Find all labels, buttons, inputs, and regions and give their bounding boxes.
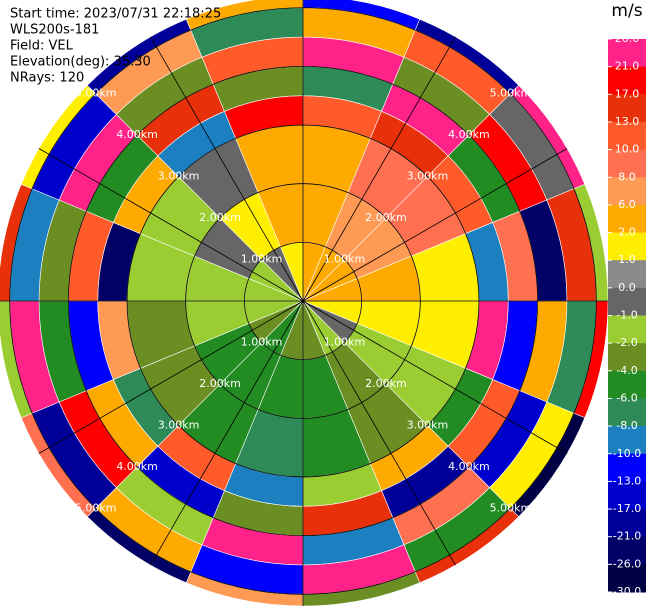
header-line: Start time: 2023/07/31 22:18:25 [10,7,221,22]
colorbar-segment [608,343,646,372]
range-ring-label: 3.00km [158,170,200,183]
header: Start time: 2023/07/31 22:18:25WLS200s-1… [10,7,221,86]
range-ring-label: 2.00km [199,377,241,390]
range-ring [67,65,539,537]
colorbar-segment [608,315,646,344]
colorbar-label: 1.0 [618,253,636,266]
colorbar-segment [608,287,646,316]
colorbar-segment [608,481,646,510]
range-ring-label: 3.00km [407,170,449,183]
colorbar-label: 21.0 [615,60,640,73]
colorbar-segment [608,509,646,538]
range-ring [243,241,363,361]
range-ring-label: 1.00km [324,335,366,348]
header-line: Field: VEL [10,39,74,54]
colorbar-segment [608,39,646,68]
overlay: 1.00km 1.00km 1.00km 1.00km 2.00km 2.00km 2.00… [0,0,608,606]
colorbar-segment [608,149,646,178]
azimuth-line [302,300,568,454]
colorbar: 26.0 21.0 17.0 13.0 10.0 8.0 6.0 2.0 1.0 0.0 -1.0 -… [608,32,646,598]
colorbar-label: 6.0 [618,198,636,211]
range-ring-label: 4.00km [448,460,490,473]
colorbar-label: 8.0 [618,170,636,183]
range-ring-label: 1.00km [324,253,366,266]
azimuth-line [302,148,568,302]
header-line: WLS200s-181 [10,23,99,38]
colorbar-segment [608,66,646,95]
colorbar-label: 17.0 [615,87,640,100]
azimuth-line [150,36,304,302]
colorbar-label: -1.0 [616,309,637,322]
colorbar-label: 0.0 [618,281,636,294]
colorbar-label: -4.0 [616,364,637,377]
colorbar-label: -13.0 [613,474,641,487]
azimuth-line [302,300,456,566]
colorbar-label: -8.0 [616,419,637,432]
colorbar-label: 2.0 [618,226,636,239]
colorbar-label: -21.0 [613,530,641,543]
colorbar-segment [608,121,646,151]
range-ring-label: 5.00km [490,87,532,100]
colorbar-segment [608,564,646,593]
range-ring-label: 2.00km [365,377,407,390]
colorbar-segment [608,177,646,206]
azimuth-line [302,36,456,302]
colorbar-segment [608,204,646,234]
colorbar-label: 10.0 [615,143,640,156]
colorbar-segment [608,260,646,289]
range-ring-label: 5.00km [75,87,117,100]
range-ring [126,124,480,478]
range-ring-label: 4.00km [448,128,490,141]
header-line: NRays: 120 [10,71,84,86]
azimuth-line [38,148,304,302]
velocity-field [0,0,609,607]
range-ring-label: 3.00km [158,418,200,431]
colorbar-label: 13.0 [615,115,640,128]
colorbar-units: m/s [611,1,642,21]
colorbar-label: -6.0 [616,391,637,404]
colorbar-segment [608,232,646,261]
colorbar-label: -17.0 [613,502,641,515]
colorbar-label: -2.0 [616,336,637,349]
range-ring-label: 2.00km [199,211,241,224]
colorbar-label: -26.0 [613,557,641,570]
range-ring-label: 2.00km [365,211,407,224]
colorbar-segment [608,398,646,427]
range-ring-label: 5.00km [490,501,532,514]
colorbar-label: -10.0 [613,447,641,460]
range-ring [185,183,421,419]
range-ring [9,7,597,595]
range-ring-label: 1.00km [241,253,283,266]
colorbar-segment [608,536,646,565]
colorbar-segment [608,370,646,399]
header-line: Elevation(deg): 35.30 [10,55,151,70]
range-ring-label: 5.00km [75,501,117,514]
colorbar-segment [608,426,646,455]
colorbar-label: 26.0 [615,32,640,45]
colorbar-label: -30.0 [613,585,641,598]
colorbar-segment [608,94,646,123]
colorbar-segment [608,453,646,482]
range-ring-label: 4.00km [116,128,158,141]
azimuth-line [150,300,304,566]
range-ring-label: 4.00km [116,460,158,473]
azimuth-line [38,300,304,454]
range-ring-label: 1.00km [241,335,283,348]
range-ring-label: 3.00km [407,418,449,431]
